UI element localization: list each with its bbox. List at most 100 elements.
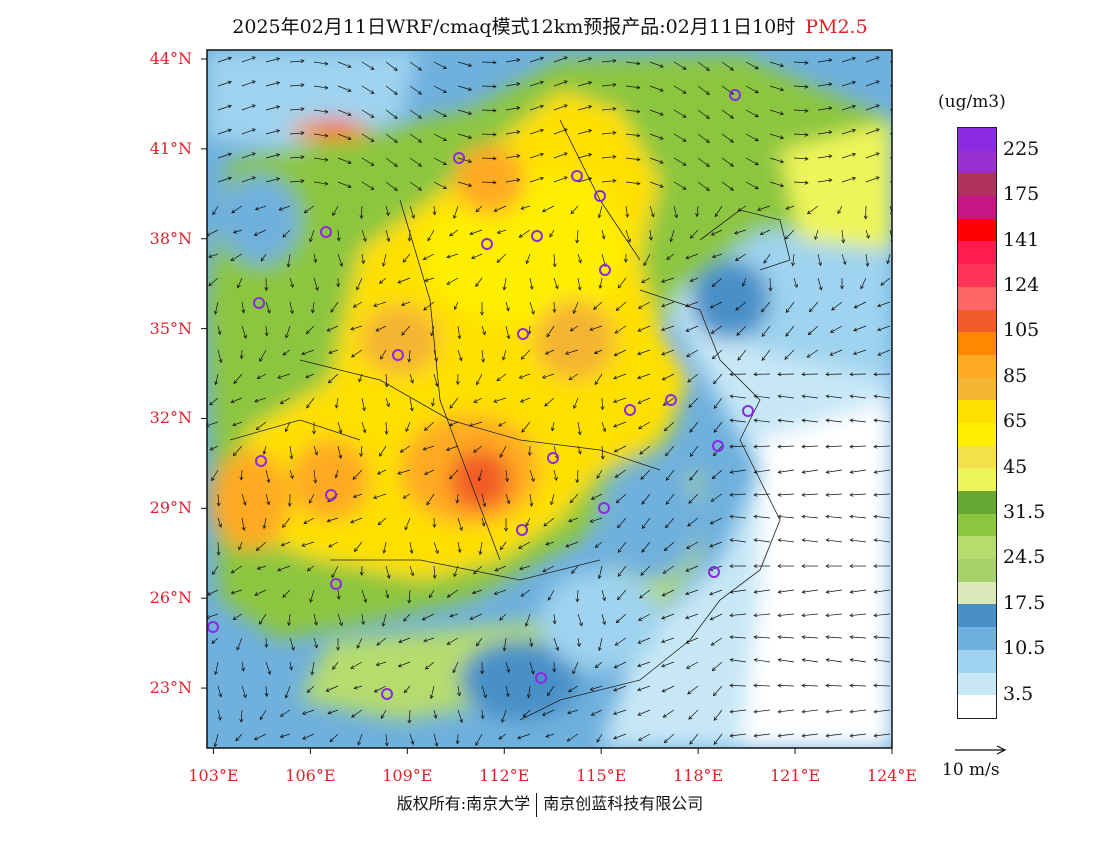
wind-arrow (213, 733, 219, 748)
wind-arrow (517, 733, 531, 740)
wind-arrow (613, 709, 627, 716)
wind-arrow (313, 61, 329, 66)
wind-arrow (231, 205, 243, 214)
wind-arrow (649, 181, 664, 188)
wind-arrow (337, 421, 343, 434)
colorbar-swatch (958, 695, 996, 718)
wind-arrow (793, 156, 809, 161)
wind-arrow (287, 613, 292, 627)
wind-arrow (493, 589, 507, 596)
wind-arrow (713, 709, 723, 721)
wind-arrow (353, 685, 363, 690)
wind-arrow (873, 733, 891, 738)
wind-arrow (853, 325, 867, 332)
wind-arrow (361, 157, 375, 166)
colorbar-swatch (958, 241, 996, 265)
wind-arrow (673, 157, 687, 166)
wind-arrow (777, 613, 795, 618)
wind-arrow (688, 493, 699, 504)
wind-arrow (729, 683, 747, 688)
wind-arrow (713, 397, 723, 409)
wind-arrow (502, 277, 507, 291)
wind-arrow (873, 538, 891, 543)
wind-arrow (806, 205, 819, 215)
colorbar-label: 31.5 (1003, 500, 1046, 523)
wind-arrow (433, 541, 439, 555)
wind-arrow (286, 253, 291, 268)
wind-arrow (216, 541, 221, 556)
wind-arrow (777, 444, 795, 449)
wind-arrow (831, 301, 843, 311)
wind-arrow (241, 685, 247, 699)
wind-arrow (350, 661, 363, 669)
wind-arrow (638, 613, 651, 621)
wind-arrow (697, 85, 710, 95)
wind-arrow (617, 277, 627, 289)
wind-arrow (481, 108, 497, 113)
station-marker (516, 524, 528, 536)
wind-arrow (330, 301, 339, 313)
wind-arrow (289, 131, 305, 136)
wind-arrow (745, 109, 759, 118)
wind-arrow (709, 541, 723, 548)
wind-arrow (217, 80, 232, 87)
wind-arrow (616, 589, 627, 601)
wind-arrow (849, 492, 867, 497)
lon-label: 103°E (188, 766, 239, 785)
wind-arrow (601, 82, 617, 87)
wind-arrow (663, 733, 675, 744)
wind-arrow (873, 418, 891, 423)
wind-arrow (241, 325, 247, 339)
wind-arrow (217, 517, 223, 528)
wind-arrow (577, 445, 582, 455)
wind-arrow (801, 683, 819, 688)
wind-arrow (520, 349, 531, 360)
wind-arrow (753, 564, 771, 569)
wind-arrow (279, 733, 291, 739)
wind-arrow (567, 709, 579, 715)
wind-arrow (736, 325, 747, 336)
wind-arrow (777, 564, 795, 569)
wind-arrow (213, 301, 219, 315)
wind-arrow (710, 493, 723, 502)
wind-arrow (873, 469, 891, 474)
colorbar-label: 24.5 (1003, 546, 1046, 569)
colorbar-swatch (958, 377, 996, 401)
wind-arrow (753, 589, 771, 594)
wind-arrow (384, 373, 389, 388)
station-marker (665, 394, 677, 406)
wind-arrow (865, 253, 870, 267)
wind-arrow (264, 637, 269, 648)
colorbar-swatch (958, 536, 996, 560)
wind-arrow (230, 565, 243, 574)
wind-arrow (613, 445, 627, 453)
wind-arrow (423, 301, 435, 311)
wind-arrow (721, 133, 734, 143)
wind-arrow (476, 373, 483, 386)
wind-arrow (433, 109, 448, 117)
wind-arrow (825, 635, 843, 640)
wind-arrow (423, 421, 435, 431)
wind-arrow (265, 177, 281, 183)
wind-arrow (475, 277, 483, 287)
station-marker (453, 152, 465, 164)
wind-arrow (575, 589, 580, 603)
wind-arrow (553, 637, 560, 651)
wind-arrow (282, 589, 291, 598)
wind-arrow (590, 493, 603, 500)
wind-arrow (427, 229, 435, 242)
wind-arrow (373, 685, 387, 693)
wind-arrow (841, 80, 857, 87)
wind-arrow (284, 421, 291, 433)
station-marker (594, 190, 606, 202)
wind-arrow (880, 277, 891, 286)
colorbar-swatch (958, 309, 996, 333)
wind-arrow (777, 492, 795, 497)
wind-arrow (829, 349, 843, 356)
wind-arrow (661, 373, 675, 381)
wind-arrow (377, 517, 387, 526)
wind-arrow (376, 637, 387, 646)
wind-arrow (553, 80, 568, 87)
wind-arrow (385, 205, 390, 217)
wind-arrow (873, 514, 891, 519)
